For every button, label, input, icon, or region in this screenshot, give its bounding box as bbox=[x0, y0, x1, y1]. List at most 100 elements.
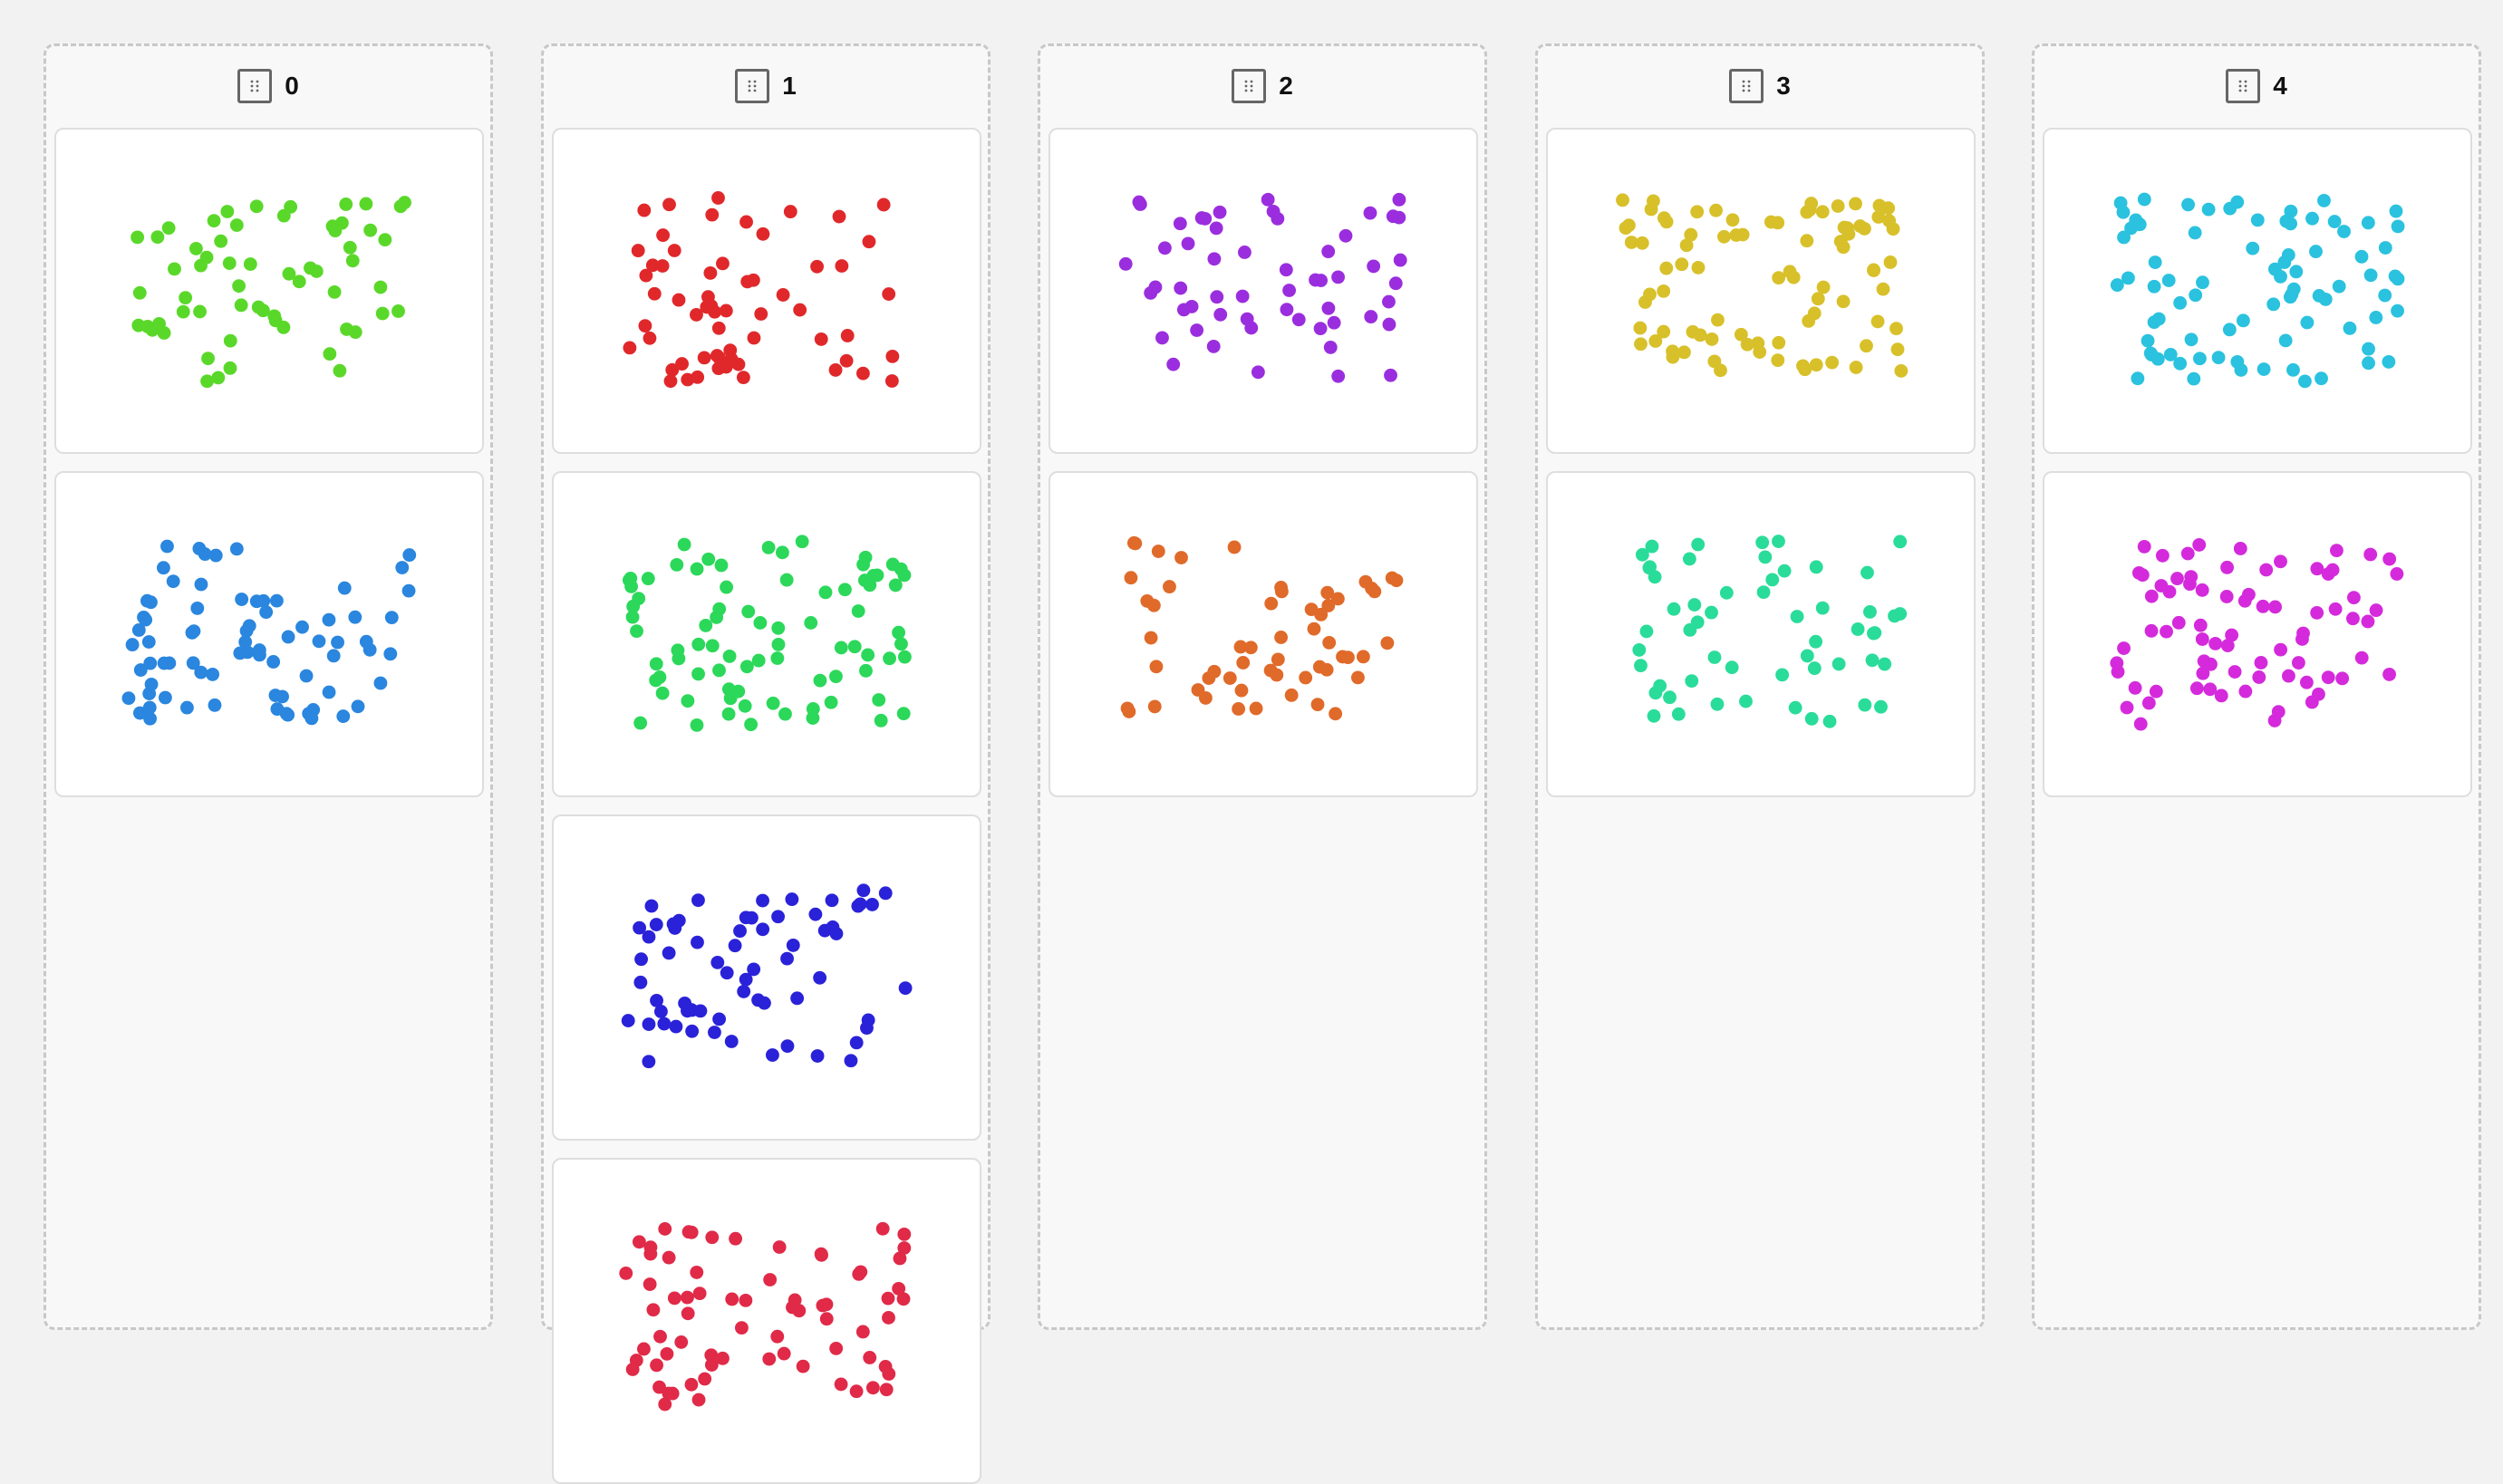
scatter-point bbox=[2192, 352, 2207, 366]
scatter-card[interactable] bbox=[1546, 128, 1976, 454]
scatter-point bbox=[874, 713, 888, 728]
scatter-point bbox=[2283, 290, 2297, 304]
scatter-point bbox=[1775, 668, 1790, 682]
scatter-point bbox=[1644, 202, 1658, 217]
scatter-point bbox=[1382, 317, 1396, 332]
scatter-point bbox=[234, 298, 248, 313]
drag-handle-icon[interactable] bbox=[735, 69, 770, 103]
scatter-point bbox=[1282, 284, 1296, 297]
drag-handle-icon[interactable] bbox=[237, 69, 273, 103]
scatter-point bbox=[1280, 303, 1294, 317]
scatter-point bbox=[1705, 332, 1719, 346]
scatter-point bbox=[1657, 211, 1671, 226]
scatter-point bbox=[1653, 679, 1667, 693]
scatter-point bbox=[2309, 245, 2323, 259]
scatter-point bbox=[2196, 666, 2210, 680]
scatter-point bbox=[1833, 235, 1848, 248]
scatter-point bbox=[1619, 221, 1633, 236]
scatter-point bbox=[647, 286, 662, 301]
drag-handle-icon[interactable] bbox=[1729, 69, 1764, 103]
scatter-point bbox=[826, 920, 840, 934]
scatter-point bbox=[1393, 253, 1407, 267]
scatter-point bbox=[896, 707, 911, 721]
scatter-point bbox=[2189, 681, 2204, 696]
scatter-point bbox=[624, 579, 638, 593]
scatter-point bbox=[1788, 700, 1802, 715]
scatter-point bbox=[839, 353, 854, 368]
scatter-point bbox=[834, 641, 848, 655]
scatter-point bbox=[1321, 599, 1336, 612]
scatter-card[interactable] bbox=[2043, 471, 2472, 797]
scatter-point bbox=[268, 689, 283, 702]
scatter-point bbox=[2117, 641, 2131, 655]
scatter-point bbox=[1764, 215, 1778, 229]
drag-handle-icon[interactable] bbox=[2226, 69, 2261, 103]
scatter-point bbox=[1388, 276, 1403, 291]
column-title: 2 bbox=[1279, 72, 1293, 100]
column-3[interactable]: 3 bbox=[1535, 43, 1985, 1330]
scatter-point bbox=[1132, 195, 1146, 209]
scatter-card[interactable] bbox=[1049, 128, 1478, 454]
scatter-point bbox=[1735, 227, 1750, 242]
scatter-point bbox=[690, 718, 704, 732]
scatter-point bbox=[2259, 563, 2274, 577]
scatter-point bbox=[2361, 614, 2375, 629]
scatter-point bbox=[1815, 205, 1830, 219]
scatter-point bbox=[2390, 567, 2404, 581]
scatter-point bbox=[780, 951, 794, 966]
column-4[interactable]: 4 bbox=[2032, 43, 2481, 1330]
scatter-point bbox=[378, 233, 392, 247]
scatter-point bbox=[1802, 313, 1816, 328]
scatter-card[interactable] bbox=[1546, 471, 1976, 797]
scatter-point bbox=[1809, 560, 1823, 574]
scatter-point bbox=[2137, 539, 2151, 554]
column-1[interactable]: 1 bbox=[541, 43, 991, 1484]
scatter-point bbox=[691, 1392, 706, 1407]
scatter-point bbox=[879, 1383, 894, 1397]
scatter-card[interactable] bbox=[552, 471, 981, 797]
scatter-point bbox=[2327, 215, 2342, 228]
scatter-point bbox=[644, 899, 659, 913]
scatter-point bbox=[1682, 552, 1696, 566]
scatter-point bbox=[818, 585, 833, 600]
scatter-card[interactable] bbox=[1049, 471, 1478, 797]
scatter-point bbox=[710, 955, 725, 969]
scatter-point bbox=[751, 653, 766, 668]
scatter-card[interactable] bbox=[54, 128, 484, 454]
scatter-card[interactable] bbox=[552, 814, 981, 1141]
scatter-point bbox=[739, 215, 753, 229]
scatter-point bbox=[2278, 333, 2293, 348]
scatter-card[interactable] bbox=[2043, 128, 2472, 454]
scatter-point bbox=[1755, 535, 1770, 550]
scatter-point bbox=[1685, 674, 1699, 689]
scatter-point bbox=[185, 625, 199, 640]
scatter-point bbox=[632, 1235, 646, 1249]
scatter-point bbox=[1263, 663, 1278, 678]
scatter-point bbox=[2388, 269, 2402, 284]
scatter-point bbox=[657, 1017, 672, 1031]
scatter-point bbox=[343, 240, 357, 255]
scatter-point bbox=[824, 695, 838, 709]
drag-handle-icon[interactable] bbox=[1232, 69, 1267, 103]
scatter-point bbox=[2345, 612, 2360, 626]
scatter-point bbox=[739, 972, 753, 987]
scatter-point bbox=[712, 663, 726, 678]
scatter-card[interactable] bbox=[552, 128, 981, 454]
scatter-point bbox=[2382, 355, 2396, 369]
scatter-point bbox=[865, 1381, 880, 1395]
scatter-point bbox=[1384, 368, 1397, 382]
scatter-card[interactable] bbox=[552, 1158, 981, 1484]
scatter-point bbox=[1243, 641, 1258, 655]
scatter-point bbox=[401, 583, 416, 598]
scatter-point bbox=[2187, 371, 2201, 386]
scatter-point bbox=[1367, 259, 1381, 274]
scatter-card[interactable] bbox=[54, 471, 484, 797]
scatter-point bbox=[2346, 591, 2361, 605]
scatter-point bbox=[331, 635, 344, 650]
scatter-point bbox=[2300, 315, 2315, 330]
column-2[interactable]: 2 bbox=[1038, 43, 1487, 1330]
column-0[interactable]: 0 bbox=[43, 43, 493, 1330]
scatter-point bbox=[649, 918, 663, 931]
scatter-point bbox=[1642, 561, 1657, 575]
scatter-point bbox=[854, 1265, 868, 1279]
